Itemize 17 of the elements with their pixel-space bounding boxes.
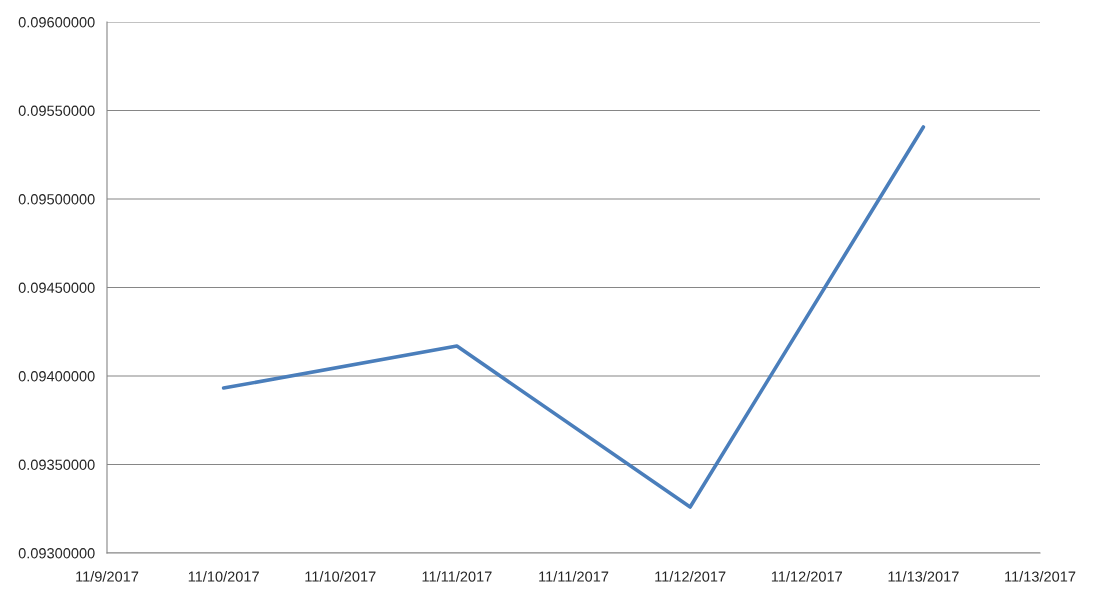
- y-tick-label: 0.09350000: [18, 459, 95, 470]
- y-tick-label: 0.09600000: [18, 17, 95, 28]
- x-tick-label: 11/9/2017: [76, 571, 139, 582]
- line-series: [221, 125, 926, 509]
- x-tick-label: 11/12/2017: [655, 571, 726, 582]
- x-tick-label: 11/13/2017: [888, 571, 959, 582]
- x-tick-label: 11/10/2017: [305, 571, 376, 582]
- x-tick-label: 11/10/2017: [188, 571, 259, 582]
- x-tick-label: 11/11/2017: [539, 571, 609, 582]
- y-tick-label: 0.09450000: [18, 282, 95, 293]
- y-tick-label: 0.09500000: [18, 194, 95, 205]
- y-tick-label: 0.09550000: [18, 105, 95, 116]
- y-tick-label: 0.09400000: [18, 371, 95, 382]
- x-tick-label: 11/12/2017: [771, 571, 842, 582]
- y-tick-label: 0.09300000: [18, 548, 95, 559]
- x-tick-label: 11/13/2017: [1005, 571, 1076, 582]
- x-tick-label: 11/11/2017: [422, 571, 492, 582]
